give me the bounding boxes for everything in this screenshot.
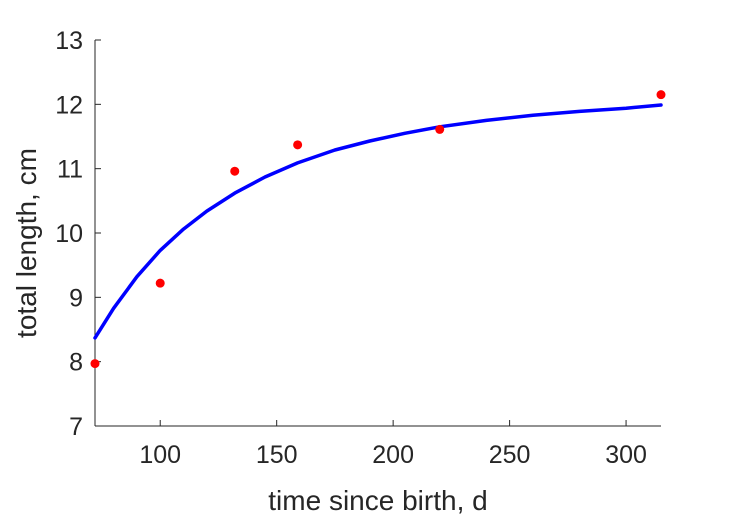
x-ticks: 100 150 200 250 300 bbox=[139, 420, 647, 469]
x-tick-label: 250 bbox=[489, 441, 531, 469]
x-tick-label: 200 bbox=[372, 441, 414, 469]
fit-curve bbox=[93, 103, 663, 340]
data-point bbox=[90, 359, 100, 369]
data-point bbox=[230, 166, 240, 176]
y-ticks: 7 8 9 10 11 12 13 bbox=[55, 27, 101, 441]
data-point bbox=[293, 140, 303, 150]
y-tick-label: 7 bbox=[69, 413, 83, 441]
y-tick-label: 13 bbox=[55, 27, 83, 55]
y-axis-title: total length, cm bbox=[11, 148, 42, 338]
y-tick-label: 10 bbox=[55, 220, 83, 248]
x-tick-label: 150 bbox=[256, 441, 298, 469]
y-tick-label: 11 bbox=[57, 156, 83, 184]
y-tick-label: 8 bbox=[69, 349, 83, 377]
x-axis-title: time since birth, d bbox=[268, 485, 487, 516]
y-tick-label: 12 bbox=[55, 91, 83, 119]
x-tick-label: 300 bbox=[605, 441, 647, 469]
data-point bbox=[435, 124, 445, 134]
data-point bbox=[656, 90, 666, 100]
x-tick-label: 100 bbox=[139, 441, 181, 469]
series-layer bbox=[90, 90, 666, 369]
y-tick-label: 9 bbox=[69, 284, 83, 312]
data-point bbox=[155, 278, 165, 288]
